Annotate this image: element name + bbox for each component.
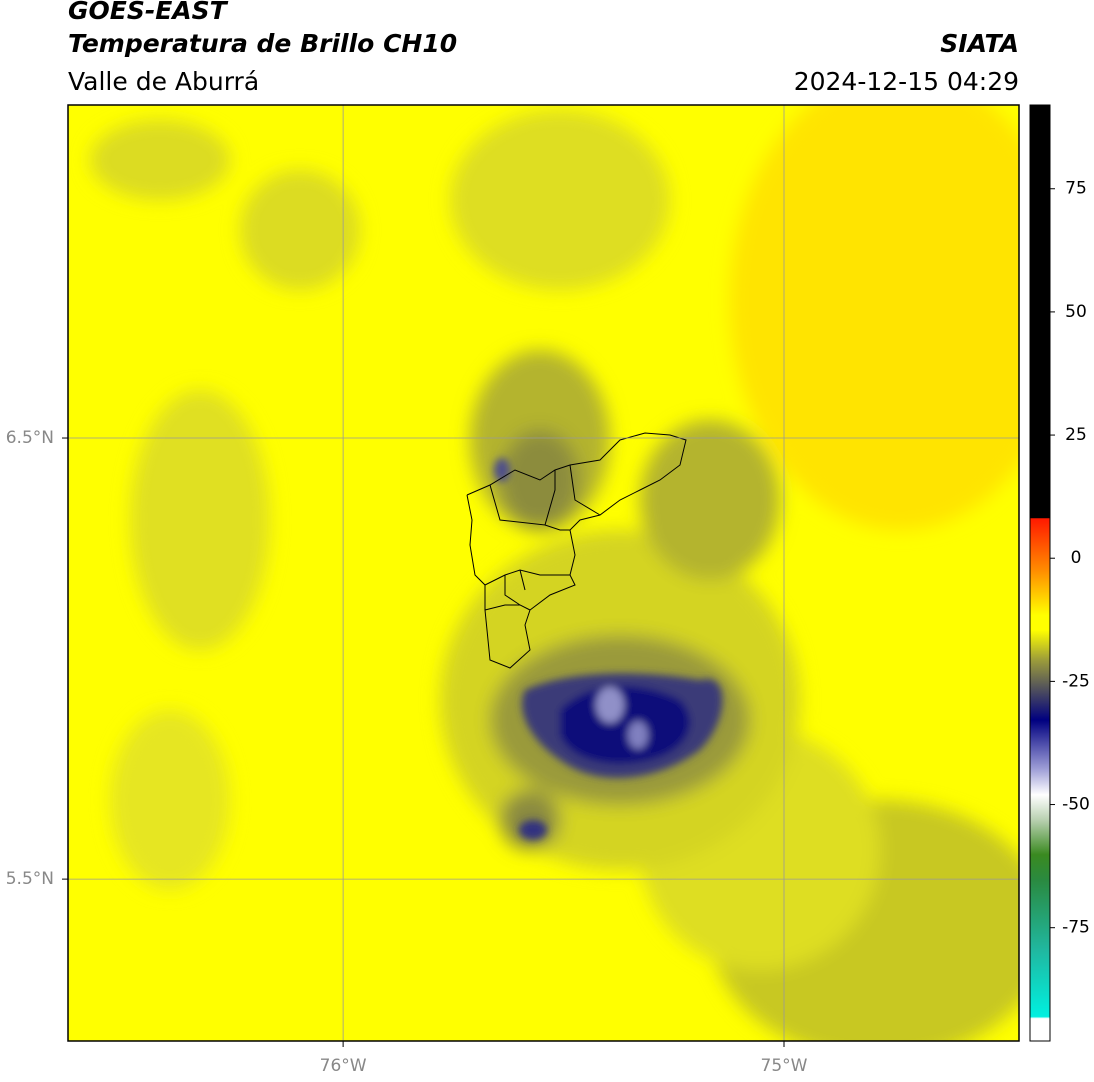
colorbar	[1029, 104, 1051, 1042]
x-tick-label: 75°W	[761, 1056, 808, 1076]
colorbar-tick-label: 0	[1071, 548, 1082, 568]
region: Valle de Aburrá	[68, 67, 259, 96]
source: SIATA	[940, 29, 1019, 58]
title: GOES-EAST	[68, 0, 229, 25]
colorbar-tick-label: 50	[1065, 302, 1087, 322]
timestamp: 2024-12-15 04:29	[794, 67, 1019, 96]
subtitle: Temperatura de Brillo CH10	[68, 29, 457, 58]
colorbar-tick-label: 25	[1065, 425, 1087, 445]
colorbar-tick-label: -75	[1062, 918, 1090, 938]
colorbar-tick-label: 75	[1065, 179, 1087, 199]
y-tick-label: 6.5°N	[6, 428, 54, 448]
colorbar-tick-label: -50	[1062, 795, 1090, 815]
map-image	[68, 105, 1019, 1041]
grid	[68, 105, 1019, 1041]
map-frame	[67, 104, 1020, 1042]
x-tick-label: 76°W	[320, 1056, 367, 1076]
colorbar-tick-label: -25	[1062, 671, 1090, 691]
municipal-boundaries	[466, 432, 687, 669]
y-tick-label: 5.5°N	[6, 869, 54, 889]
